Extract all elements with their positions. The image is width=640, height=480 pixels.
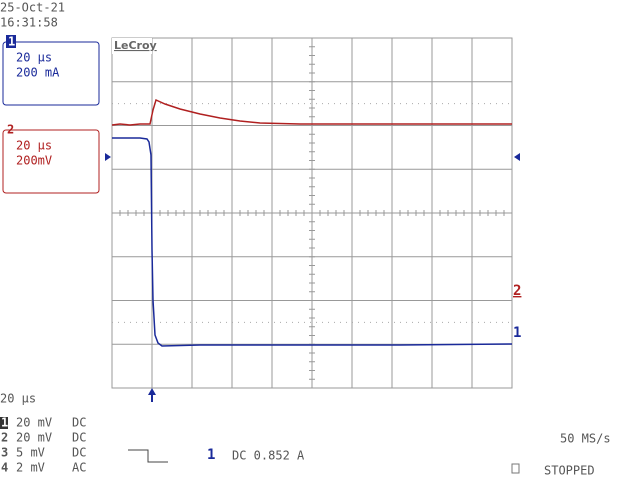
input-id: 4 bbox=[1, 461, 8, 475]
channel-marker: 2 bbox=[7, 123, 14, 137]
time: 16:31:58 bbox=[0, 16, 58, 30]
channel-marker: 1 bbox=[8, 35, 15, 49]
channel-timebase: 20 µs bbox=[16, 139, 52, 153]
trigger-level: DC 0.852 A bbox=[232, 449, 305, 463]
input-volts: 20 mV bbox=[16, 416, 52, 430]
input-volts: 20 mV bbox=[16, 431, 52, 445]
trigger-arrow bbox=[148, 388, 156, 402]
sample-rate: 50 MS/s bbox=[560, 432, 611, 446]
trace-label: 2 bbox=[513, 283, 521, 299]
offset-marker bbox=[514, 153, 520, 161]
graticule bbox=[111, 37, 513, 389]
trace-label: 1 bbox=[513, 325, 521, 341]
channel-box bbox=[2, 129, 100, 194]
input-id: 1 bbox=[1, 416, 8, 430]
channel-scale: 200mV bbox=[16, 154, 52, 168]
timebase: 20 µs bbox=[0, 392, 36, 406]
offset-marker bbox=[105, 153, 111, 161]
trace-1 bbox=[112, 137, 513, 347]
status: STOPPED bbox=[544, 464, 595, 478]
input-volts: 5 mV bbox=[16, 446, 45, 460]
input-volts: 2 mV bbox=[16, 461, 45, 475]
channel-box bbox=[2, 41, 100, 106]
input-coupling: DC bbox=[72, 446, 86, 460]
trigger-slope bbox=[128, 449, 168, 463]
date: 25-Oct-21 bbox=[0, 1, 65, 15]
input-marker-bg bbox=[0, 417, 8, 429]
input-id: 3 bbox=[1, 446, 8, 460]
channel-timebase: 20 µs bbox=[16, 51, 52, 65]
logo: LeCroy bbox=[114, 39, 157, 52]
input-coupling: DC bbox=[72, 431, 86, 445]
status-icon bbox=[511, 463, 520, 474]
channel-scale: 200 mA bbox=[16, 66, 60, 80]
trigger-source: 1 bbox=[207, 447, 215, 463]
input-coupling: DC bbox=[72, 416, 86, 430]
input-id: 2 bbox=[1, 431, 8, 445]
channel-marker-bg bbox=[6, 35, 16, 48]
trace-2 bbox=[111, 98, 512, 126]
logo-bg bbox=[112, 38, 152, 54]
input-coupling: AC bbox=[72, 461, 86, 475]
input-list: 1 20 mV DC 2 20 mV DC 3 5 mV DC 4 2 mV AC bbox=[0, 416, 86, 475]
